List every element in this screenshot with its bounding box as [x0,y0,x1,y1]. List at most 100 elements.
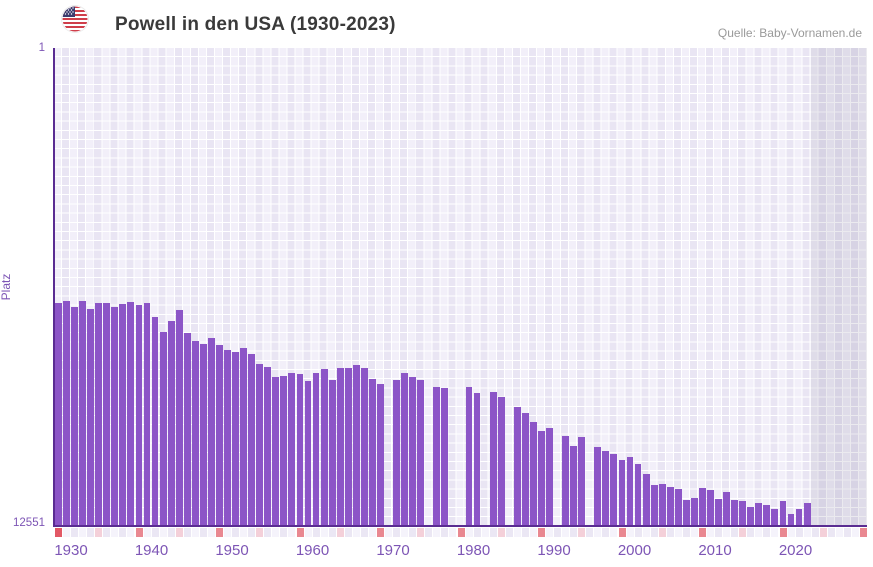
ruler-cell-1967 [352,528,360,537]
bar-1998[interactable] [602,450,610,525]
ruler-cell-1959 [288,528,296,537]
bar-1988[interactable] [521,412,529,525]
bar-1951[interactable] [224,350,231,525]
bar-2013[interactable] [723,492,731,525]
bar-1959[interactable] [288,373,296,525]
bar-1939[interactable] [127,301,135,525]
ruler-cell-1980 [457,528,465,537]
bar-1982[interactable] [473,393,481,525]
bar-1991[interactable] [546,427,553,525]
y-axis-label: Platz [0,273,13,301]
bar-1932[interactable] [71,306,78,525]
ruler-cell-2001 [626,528,634,537]
bar-1973[interactable] [401,372,409,525]
bar-1958[interactable] [280,375,288,525]
bar-1960[interactable] [296,374,304,525]
bar-1995[interactable] [578,437,586,525]
ruler-cell-2019 [771,528,779,537]
bar-2014[interactable] [731,499,739,525]
bar-1972[interactable] [393,380,400,525]
bar-1963[interactable] [320,369,328,525]
bar-1948[interactable] [199,344,207,525]
bar-2002[interactable] [634,464,642,525]
bar-1956[interactable] [264,366,272,525]
bar-1974[interactable] [409,376,417,525]
bar-1931[interactable] [63,301,70,525]
bar-1968[interactable] [360,368,368,525]
bar-1933[interactable] [79,301,87,525]
bar-1946[interactable] [183,333,191,525]
bar-1962[interactable] [312,372,320,525]
bar-1967[interactable] [352,364,360,525]
bar-1943[interactable] [159,331,167,525]
bar-1964[interactable] [328,380,336,525]
bar-1947[interactable] [191,341,199,525]
ruler-cell-2005 [658,528,666,537]
bar-2018[interactable] [763,504,771,525]
bar-1981[interactable] [465,387,473,525]
ruler-cell-2028 [843,528,851,537]
bar-1975[interactable] [417,380,425,525]
bar-1969[interactable] [368,379,376,525]
bar-1942[interactable] [151,317,159,525]
bar-1984[interactable] [489,391,497,525]
bar-2000[interactable] [618,459,626,525]
plot-area [54,48,867,525]
bar-2020[interactable] [779,500,787,525]
bar-2017[interactable] [755,503,763,525]
bar-2019[interactable] [771,509,779,525]
bar-1940[interactable] [135,304,143,525]
bar-1993[interactable] [562,436,570,525]
bar-1934[interactable] [87,309,95,525]
bar-1994[interactable] [570,445,578,525]
bar-2006[interactable] [666,486,674,525]
bar-2009[interactable] [690,497,698,525]
bar-1935[interactable] [95,302,103,525]
bar-2022[interactable] [795,509,803,525]
bar-1970[interactable] [377,384,384,525]
y-axis-line [52,48,55,527]
bar-1944[interactable] [167,320,175,525]
bar-1966[interactable] [344,367,352,525]
bar-2011[interactable] [707,490,714,525]
bar-1952[interactable] [232,351,239,525]
bar-2012[interactable] [715,499,722,525]
bar-1978[interactable] [441,388,449,525]
bar-1954[interactable] [248,353,256,525]
ruler-cell-1932 [71,528,79,537]
bar-2015[interactable] [739,501,747,525]
bar-1945[interactable] [175,309,183,525]
bar-1990[interactable] [538,431,545,525]
bar-2004[interactable] [650,485,658,525]
ruler-cell-1945 [175,528,183,537]
bar-1989[interactable] [529,421,537,525]
bar-1938[interactable] [119,304,127,525]
bar-1936[interactable] [103,302,111,525]
bar-2008[interactable] [682,499,690,525]
ruler-cell-1938 [119,528,127,537]
bar-1949[interactable] [207,338,215,525]
bar-1987[interactable] [513,406,521,525]
bar-1941[interactable] [143,303,151,525]
bar-1985[interactable] [497,397,505,525]
bar-1950[interactable] [216,344,223,525]
bar-1937[interactable] [111,307,119,525]
bar-1957[interactable] [272,376,280,525]
bar-2001[interactable] [626,456,634,525]
bar-1997[interactable] [594,446,602,525]
bar-1999[interactable] [610,454,618,525]
bar-2016[interactable] [747,507,755,525]
bar-1955[interactable] [256,364,264,525]
bar-2023[interactable] [803,503,811,525]
bar-1953[interactable] [240,348,248,525]
bar-1961[interactable] [304,380,312,525]
bar-2005[interactable] [658,484,666,525]
bar-2010[interactable] [699,487,706,525]
bar-2003[interactable] [642,474,650,525]
ruler-cell-2022 [795,528,803,537]
bar-2021[interactable] [787,513,795,525]
bar-2007[interactable] [674,488,682,525]
bar-1977[interactable] [433,387,441,525]
bar-1930[interactable] [55,303,62,525]
bar-1965[interactable] [336,368,344,525]
